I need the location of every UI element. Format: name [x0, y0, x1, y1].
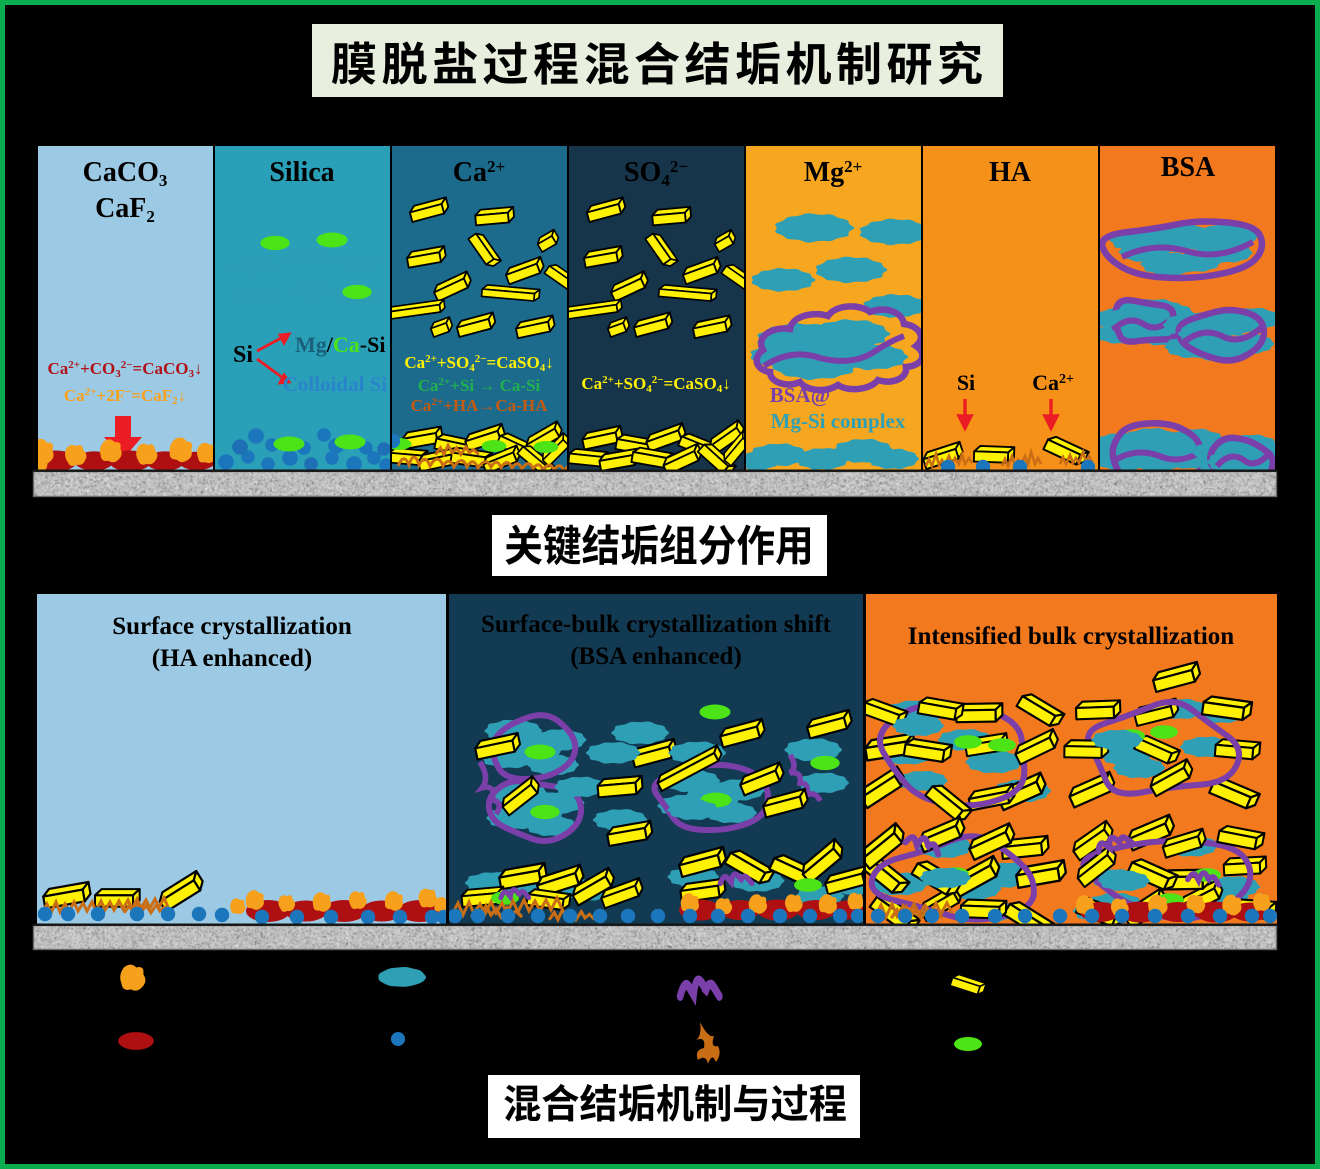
svg-text:CaF2​: CaF2​ — [95, 193, 155, 226]
svg-text:Ca2+​+CO3​2−​=CaCO3​↓: Ca2+​+CO3​2−​=CaCO3​↓ — [48, 359, 203, 380]
svg-text:HA: HA — [989, 157, 1032, 188]
svg-text:Mg-Si complex: Mg-Si complex — [771, 409, 906, 433]
svg-text:Intensified bulk crystallizati: Intensified bulk crystallization — [908, 623, 1235, 650]
svg-text:BSA@: BSA@ — [770, 383, 830, 407]
svg-text:Mg/Ca-Si: Mg/Ca-Si — [295, 332, 385, 357]
svg-text:Colloidal Si: Colloidal Si — [283, 372, 388, 396]
svg-text:Surface-bulk crystallization s: Surface-bulk crystallization shift — [481, 611, 832, 638]
svg-text:(HA enhanced): (HA enhanced) — [152, 645, 312, 672]
svg-text:Surface crystallization: Surface crystallization — [112, 613, 352, 640]
svg-text:BSA: BSA — [1161, 152, 1216, 183]
svg-text:Ca2+​+SO4​2−​=CaSO4​↓: Ca2+​+SO4​2−​=CaSO4​↓ — [581, 374, 730, 395]
svg-text:Si: Si — [233, 342, 253, 368]
svg-text:CaCO3​: CaCO3​ — [83, 157, 168, 190]
svg-text:(BSA enhanced): (BSA enhanced) — [570, 643, 742, 670]
svg-text:Si: Si — [957, 370, 975, 395]
svg-text:Silica: Silica — [269, 157, 334, 188]
svg-text:Ca2+​+Si → Ca-Si: Ca2+​+Si → Ca-Si — [418, 376, 541, 395]
svg-text:Ca2+​+HA→Ca-HA: Ca2+​+HA→Ca-HA — [411, 396, 548, 415]
svg-text:Ca2+​+SO4​2−​=CaSO4​↓: Ca2+​+SO4​2−​=CaSO4​↓ — [404, 353, 553, 374]
